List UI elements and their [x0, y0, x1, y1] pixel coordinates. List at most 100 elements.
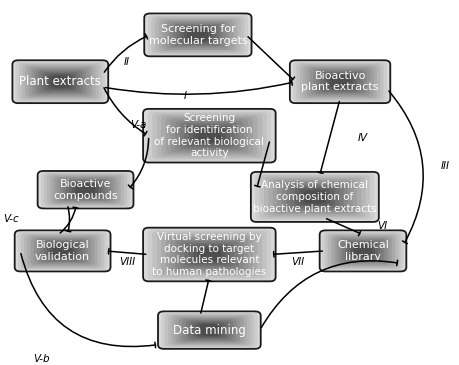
Text: II: II — [123, 57, 129, 67]
FancyBboxPatch shape — [46, 242, 78, 259]
FancyBboxPatch shape — [292, 62, 386, 102]
FancyBboxPatch shape — [158, 19, 236, 51]
FancyBboxPatch shape — [178, 318, 240, 342]
FancyBboxPatch shape — [303, 191, 325, 203]
FancyBboxPatch shape — [175, 317, 243, 343]
FancyBboxPatch shape — [309, 68, 369, 95]
FancyBboxPatch shape — [299, 64, 380, 99]
FancyBboxPatch shape — [336, 238, 388, 264]
FancyBboxPatch shape — [339, 239, 386, 263]
FancyBboxPatch shape — [16, 62, 105, 102]
FancyBboxPatch shape — [166, 117, 252, 154]
FancyBboxPatch shape — [66, 181, 105, 199]
FancyBboxPatch shape — [166, 236, 252, 273]
FancyBboxPatch shape — [24, 234, 101, 268]
FancyBboxPatch shape — [197, 129, 220, 142]
FancyBboxPatch shape — [323, 73, 356, 90]
FancyBboxPatch shape — [69, 182, 101, 197]
FancyBboxPatch shape — [169, 23, 226, 47]
Text: VI: VI — [376, 221, 387, 231]
FancyBboxPatch shape — [325, 233, 400, 269]
FancyBboxPatch shape — [50, 175, 120, 204]
FancyBboxPatch shape — [73, 183, 98, 196]
FancyBboxPatch shape — [152, 231, 266, 278]
FancyBboxPatch shape — [38, 70, 83, 93]
FancyBboxPatch shape — [31, 237, 95, 265]
FancyBboxPatch shape — [161, 234, 257, 274]
FancyBboxPatch shape — [182, 319, 236, 341]
FancyBboxPatch shape — [19, 63, 101, 100]
FancyBboxPatch shape — [313, 69, 366, 94]
FancyBboxPatch shape — [289, 60, 389, 103]
FancyBboxPatch shape — [47, 174, 123, 205]
FancyBboxPatch shape — [285, 184, 343, 210]
FancyBboxPatch shape — [50, 76, 70, 88]
FancyBboxPatch shape — [327, 234, 397, 268]
FancyBboxPatch shape — [147, 229, 270, 280]
Text: I: I — [184, 91, 186, 101]
FancyBboxPatch shape — [143, 109, 275, 162]
FancyBboxPatch shape — [187, 29, 208, 41]
FancyBboxPatch shape — [173, 24, 222, 46]
Text: Biological
validation: Biological validation — [35, 240, 90, 262]
FancyBboxPatch shape — [155, 17, 240, 53]
FancyBboxPatch shape — [341, 240, 383, 262]
FancyBboxPatch shape — [41, 172, 130, 207]
FancyBboxPatch shape — [164, 314, 253, 347]
FancyBboxPatch shape — [188, 126, 230, 146]
FancyBboxPatch shape — [161, 116, 257, 156]
FancyBboxPatch shape — [298, 189, 330, 205]
Text: Bioactivo
plant extracts: Bioactivo plant extracts — [301, 71, 378, 92]
FancyBboxPatch shape — [322, 232, 403, 270]
Text: Screening
for identification
of relevant biological
activity: Screening for identification of relevant… — [154, 113, 264, 158]
FancyBboxPatch shape — [250, 172, 378, 222]
FancyBboxPatch shape — [157, 233, 261, 276]
FancyBboxPatch shape — [44, 173, 127, 206]
FancyBboxPatch shape — [50, 244, 75, 258]
Text: Virtual screening by
docking to target
molecules relevant
to human pathologies: Virtual screening by docking to target m… — [152, 232, 266, 277]
FancyBboxPatch shape — [189, 321, 230, 339]
FancyBboxPatch shape — [22, 64, 99, 99]
FancyBboxPatch shape — [143, 228, 275, 281]
FancyBboxPatch shape — [259, 175, 369, 219]
FancyBboxPatch shape — [272, 180, 356, 214]
Text: VIII: VIII — [118, 257, 134, 267]
FancyBboxPatch shape — [40, 240, 85, 262]
FancyBboxPatch shape — [15, 230, 110, 272]
FancyBboxPatch shape — [170, 238, 248, 271]
Text: Plant extracts: Plant extracts — [19, 75, 101, 88]
FancyBboxPatch shape — [44, 73, 76, 90]
FancyBboxPatch shape — [34, 238, 91, 264]
FancyBboxPatch shape — [302, 65, 376, 98]
FancyBboxPatch shape — [179, 122, 239, 149]
FancyBboxPatch shape — [319, 230, 405, 272]
FancyBboxPatch shape — [176, 25, 218, 45]
FancyBboxPatch shape — [157, 311, 260, 349]
FancyBboxPatch shape — [326, 74, 353, 89]
FancyBboxPatch shape — [347, 242, 377, 259]
FancyBboxPatch shape — [162, 20, 233, 50]
Text: Data mining: Data mining — [173, 324, 245, 337]
FancyBboxPatch shape — [157, 114, 261, 157]
FancyBboxPatch shape — [196, 323, 223, 337]
FancyBboxPatch shape — [174, 239, 243, 269]
FancyBboxPatch shape — [192, 322, 226, 338]
FancyBboxPatch shape — [152, 112, 266, 159]
FancyBboxPatch shape — [353, 245, 371, 257]
FancyBboxPatch shape — [350, 244, 374, 258]
FancyBboxPatch shape — [330, 235, 394, 266]
Text: Bioactive
compounds: Bioactive compounds — [53, 179, 118, 200]
Text: V-c: V-c — [3, 214, 19, 224]
FancyBboxPatch shape — [41, 72, 79, 92]
FancyBboxPatch shape — [76, 184, 95, 196]
FancyBboxPatch shape — [168, 315, 250, 346]
FancyBboxPatch shape — [166, 21, 230, 49]
FancyBboxPatch shape — [147, 15, 247, 55]
FancyBboxPatch shape — [53, 245, 72, 257]
FancyBboxPatch shape — [296, 63, 383, 100]
FancyBboxPatch shape — [306, 67, 373, 97]
FancyBboxPatch shape — [180, 26, 215, 43]
FancyBboxPatch shape — [184, 124, 234, 147]
FancyBboxPatch shape — [151, 16, 244, 54]
FancyBboxPatch shape — [330, 76, 349, 88]
